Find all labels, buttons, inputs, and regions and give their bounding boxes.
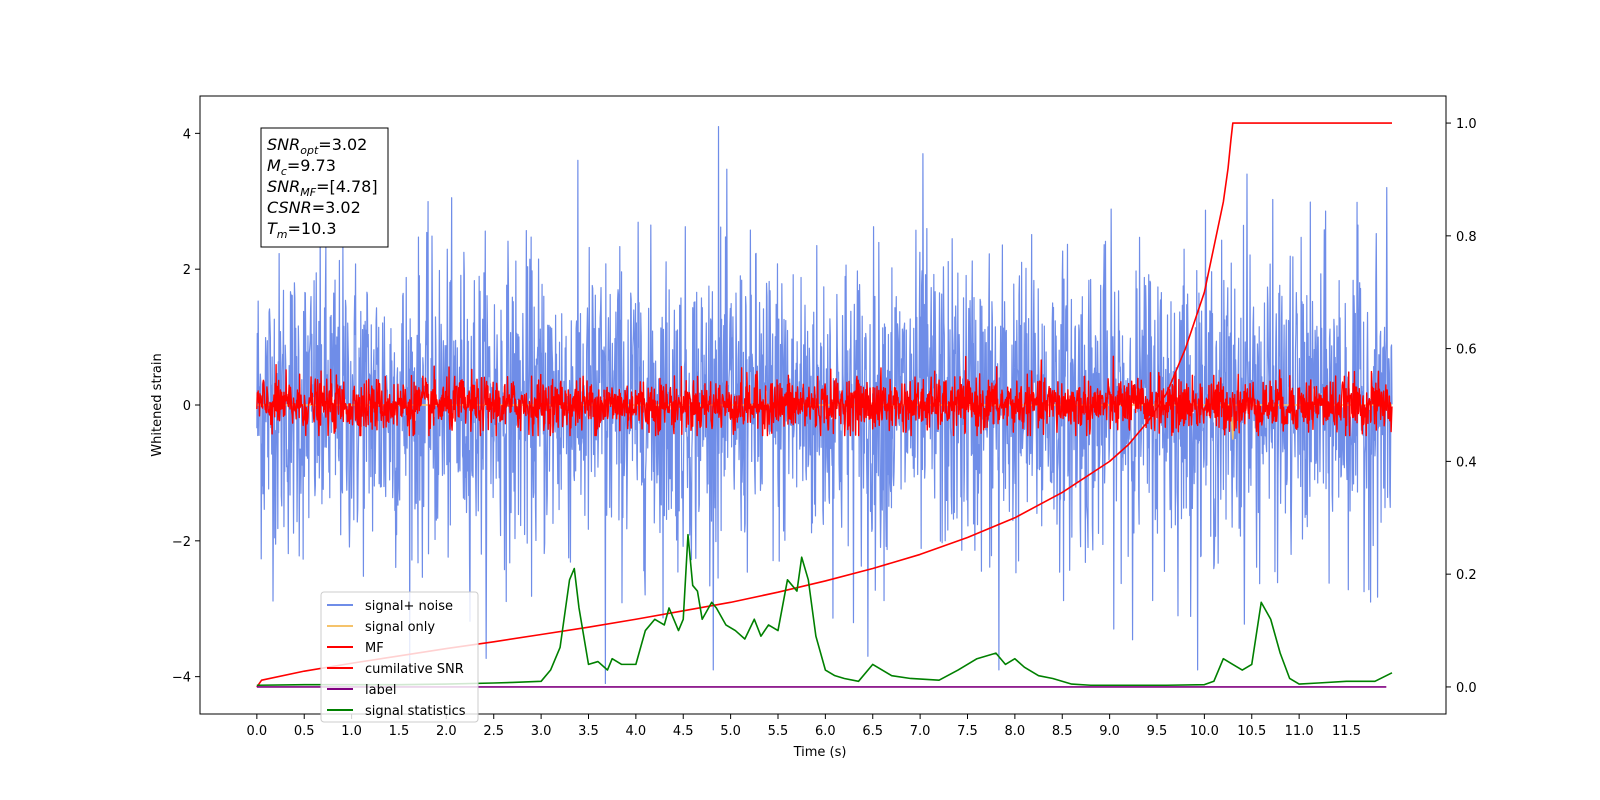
series-mf: [256, 355, 1393, 437]
y-axis-left: −4 −2 0 2 4: [172, 127, 200, 686]
y-tick-label: −2: [172, 535, 191, 550]
annotation-line: SNRMF=[4.78]: [267, 177, 378, 199]
legend-label: signal statistics: [365, 704, 466, 719]
x-tick-label: 2.0: [436, 724, 457, 739]
x-tick-label: 4.5: [673, 724, 694, 739]
x-tick-label: 0.5: [294, 724, 315, 739]
x-tick-label: 0.0: [247, 724, 268, 739]
x-tick-label: 10.0: [1190, 724, 1219, 739]
y2-tick-label: 0.4: [1456, 455, 1477, 470]
legend-label: signal+ noise: [365, 599, 453, 614]
y-axis-right: 0.0 0.2 0.4 0.6 0.8 1.0: [1446, 117, 1477, 696]
y-axis-label: Whitened strain: [150, 353, 165, 456]
legend-label: label: [365, 683, 396, 698]
x-tick-label: 9.0: [1099, 724, 1120, 739]
annotation-line: SNRopt=3.02: [267, 135, 367, 157]
annotation-line: CSNR=3.02: [267, 198, 361, 217]
annotation-frame: [260, 127, 389, 248]
y2-tick-label: 0.2: [1456, 568, 1477, 583]
annotation-line: Tm=10.3: [267, 219, 337, 241]
x-axis-label: Time (s): [793, 745, 847, 760]
legend: signal+ noise signal only MF cumilative SNR…: [320, 591, 479, 723]
x-tick-label: 4.0: [626, 724, 647, 739]
x-tick-label: 7.0: [910, 724, 931, 739]
x-tick-label: 5.5: [768, 724, 789, 739]
x-tick-label: 5.0: [720, 724, 741, 739]
y-tick-label: 0: [183, 399, 191, 414]
y2-tick-label: 1.0: [1456, 117, 1477, 132]
x-tick-label: 11.5: [1332, 724, 1361, 739]
legend-label: signal only: [365, 620, 435, 635]
legend-label: cumilative SNR: [365, 662, 464, 677]
legend-frame: [320, 591, 479, 723]
x-tick-label: 3.0: [531, 724, 552, 739]
x-tick-label: 8.0: [1005, 724, 1026, 739]
x-tick-label: 1.5: [389, 724, 410, 739]
y-tick-label: 4: [183, 127, 191, 142]
y2-tick-label: 0.8: [1456, 230, 1477, 245]
y2-tick-label: 0.0: [1456, 681, 1477, 696]
legend-label: MF: [365, 641, 384, 656]
x-axis: 0.0 0.5 1.0 1.5 2.0 2.5 3.0 3.5 4.0 4.5 5.0 5.5 6.0 6…: [247, 714, 1361, 739]
x-tick-label: 11.0: [1285, 724, 1314, 739]
x-tick-label: 7.5: [957, 724, 978, 739]
x-tick-label: 6.0: [815, 724, 836, 739]
x-tick-label: 3.5: [578, 724, 599, 739]
y-tick-label: 2: [183, 263, 191, 278]
x-tick-label: 1.0: [341, 724, 362, 739]
x-tick-label: 9.5: [1147, 724, 1168, 739]
annotation-line: Mc=9.73: [267, 156, 336, 178]
x-tick-label: 2.5: [483, 724, 504, 739]
y2-tick-label: 0.6: [1456, 343, 1477, 358]
y-tick-label: −4: [172, 671, 191, 686]
series-signal-statistics: [256, 533, 1393, 687]
x-tick-label: 8.5: [1052, 724, 1073, 739]
x-tick-label: 6.5: [862, 724, 883, 739]
x-tick-label: 10.5: [1237, 724, 1266, 739]
